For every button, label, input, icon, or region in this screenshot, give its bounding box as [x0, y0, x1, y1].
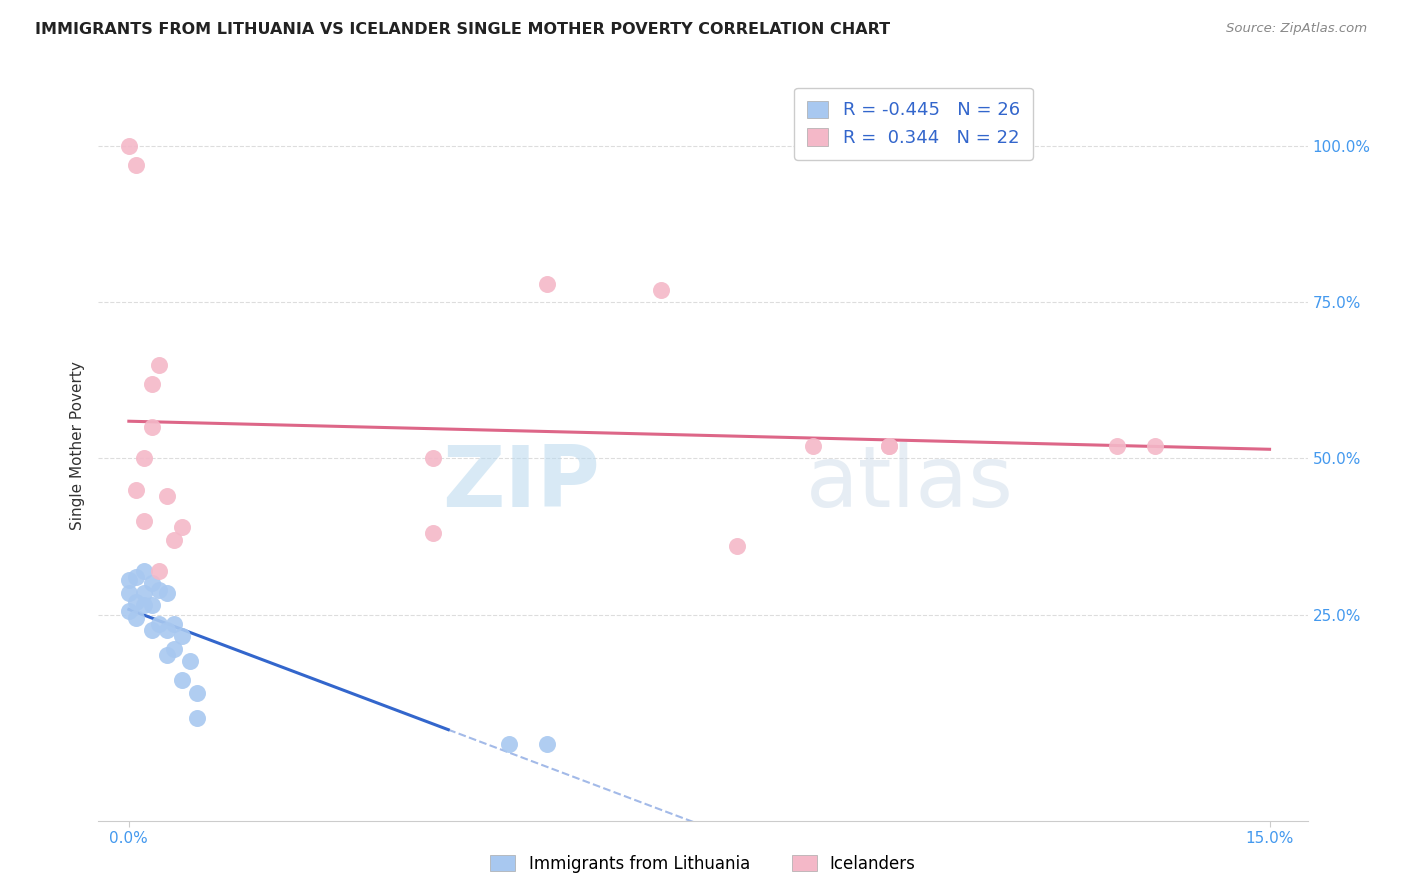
Point: [148, 582, 170, 597]
Point: [125, 611, 148, 625]
Legend: R = -0.445   N = 26, R =  0.344   N = 22: R = -0.445 N = 26, R = 0.344 N = 22: [794, 88, 1032, 160]
Point: [170, 673, 193, 688]
Point: [163, 642, 186, 657]
Point: [725, 539, 748, 553]
Point: [156, 648, 179, 662]
Text: IMMIGRANTS FROM LITHUANIA VS ICELANDER SINGLE MOTHER POVERTY CORRELATION CHART: IMMIGRANTS FROM LITHUANIA VS ICELANDER S…: [35, 22, 890, 37]
Point: [148, 358, 170, 372]
Point: [148, 564, 170, 578]
Point: [132, 564, 155, 578]
Point: [125, 595, 148, 609]
Point: [141, 623, 163, 637]
Point: [132, 514, 155, 528]
Point: [132, 586, 155, 600]
Point: [141, 420, 163, 434]
Point: [132, 599, 155, 613]
Point: [156, 623, 179, 637]
Point: [118, 139, 141, 153]
Point: [186, 686, 208, 700]
Point: [179, 655, 201, 669]
Text: Source: ZipAtlas.com: Source: ZipAtlas.com: [1226, 22, 1367, 36]
Point: [536, 738, 558, 752]
Text: ZIP: ZIP: [443, 442, 600, 525]
Point: [170, 520, 193, 534]
Point: [170, 630, 193, 644]
Point: [125, 570, 148, 584]
Point: [141, 599, 163, 613]
Point: [132, 451, 155, 466]
Point: [118, 574, 141, 588]
Point: [422, 526, 444, 541]
Point: [186, 710, 208, 724]
Legend: Immigrants from Lithuania, Icelanders: Immigrants from Lithuania, Icelanders: [484, 848, 922, 880]
Point: [1107, 439, 1129, 453]
Point: [118, 586, 141, 600]
Point: [148, 617, 170, 632]
Point: [422, 451, 444, 466]
Point: [879, 439, 901, 453]
Point: [536, 277, 558, 291]
Point: [156, 489, 179, 503]
Point: [141, 576, 163, 591]
Point: [498, 738, 520, 752]
Point: [125, 158, 148, 172]
Point: [650, 283, 672, 297]
Point: [156, 586, 179, 600]
Point: [1144, 439, 1167, 453]
Y-axis label: Single Mother Poverty: Single Mother Poverty: [69, 361, 84, 531]
Point: [118, 605, 141, 619]
Point: [141, 376, 163, 391]
Point: [163, 617, 186, 632]
Point: [125, 483, 148, 497]
Text: atlas: atlas: [806, 442, 1014, 525]
Point: [801, 439, 824, 453]
Point: [163, 533, 186, 547]
Point: [879, 439, 901, 453]
